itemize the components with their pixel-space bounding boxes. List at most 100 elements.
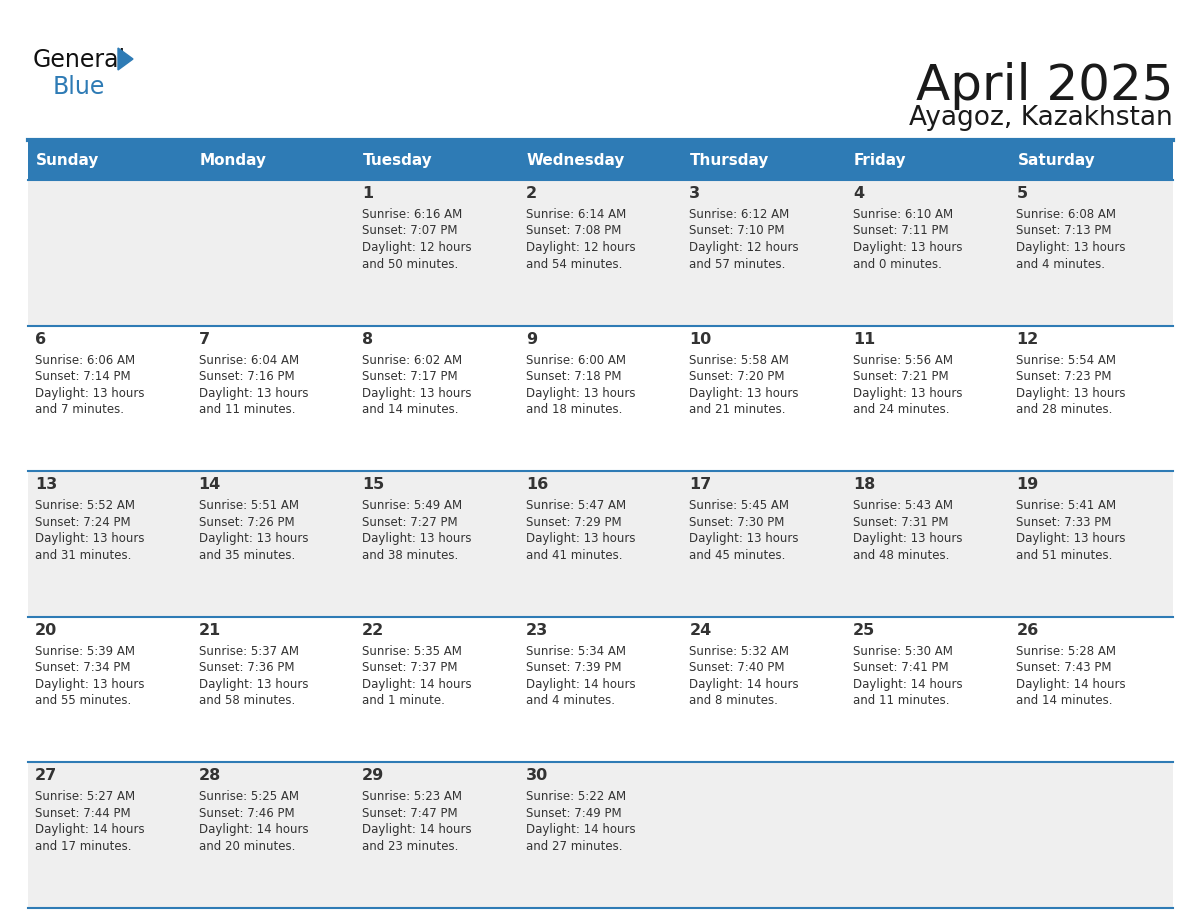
- Text: and 11 minutes.: and 11 minutes.: [198, 403, 295, 416]
- Text: 6: 6: [34, 331, 46, 347]
- Text: and 20 minutes.: and 20 minutes.: [198, 840, 295, 853]
- Text: Daylight: 13 hours: Daylight: 13 hours: [362, 386, 472, 399]
- Text: 12: 12: [1017, 331, 1038, 347]
- Text: 10: 10: [689, 331, 712, 347]
- Text: Sunset: 7:21 PM: Sunset: 7:21 PM: [853, 370, 948, 383]
- Text: Daylight: 13 hours: Daylight: 13 hours: [689, 386, 798, 399]
- Text: Sunrise: 5:56 AM: Sunrise: 5:56 AM: [853, 353, 953, 366]
- Text: Daylight: 13 hours: Daylight: 13 hours: [34, 677, 145, 691]
- Text: and 35 minutes.: and 35 minutes.: [198, 549, 295, 562]
- Text: Sunset: 7:16 PM: Sunset: 7:16 PM: [198, 370, 295, 383]
- Text: Sunrise: 5:22 AM: Sunrise: 5:22 AM: [526, 790, 626, 803]
- Text: Sunset: 7:41 PM: Sunset: 7:41 PM: [853, 661, 948, 675]
- Text: Daylight: 13 hours: Daylight: 13 hours: [853, 386, 962, 399]
- Text: Sunrise: 5:41 AM: Sunrise: 5:41 AM: [1017, 499, 1117, 512]
- Text: and 21 minutes.: and 21 minutes.: [689, 403, 785, 416]
- Text: Daylight: 13 hours: Daylight: 13 hours: [526, 532, 636, 545]
- Text: and 41 minutes.: and 41 minutes.: [526, 549, 623, 562]
- Text: Daylight: 13 hours: Daylight: 13 hours: [853, 532, 962, 545]
- Text: Sunset: 7:43 PM: Sunset: 7:43 PM: [1017, 661, 1112, 675]
- Text: and 24 minutes.: and 24 minutes.: [853, 403, 949, 416]
- Text: Sunrise: 5:35 AM: Sunrise: 5:35 AM: [362, 644, 462, 658]
- Text: 30: 30: [526, 768, 548, 783]
- Text: Daylight: 14 hours: Daylight: 14 hours: [362, 823, 472, 836]
- Text: Sunrise: 5:32 AM: Sunrise: 5:32 AM: [689, 644, 789, 658]
- Text: Sunset: 7:11 PM: Sunset: 7:11 PM: [853, 225, 948, 238]
- Text: Sunset: 7:27 PM: Sunset: 7:27 PM: [362, 516, 457, 529]
- Text: Daylight: 14 hours: Daylight: 14 hours: [362, 677, 472, 691]
- Text: 27: 27: [34, 768, 57, 783]
- Text: Daylight: 13 hours: Daylight: 13 hours: [198, 386, 308, 399]
- Text: Daylight: 12 hours: Daylight: 12 hours: [689, 241, 798, 254]
- Text: Sunrise: 5:23 AM: Sunrise: 5:23 AM: [362, 790, 462, 803]
- Text: Sunrise: 5:34 AM: Sunrise: 5:34 AM: [526, 644, 626, 658]
- Text: and 14 minutes.: and 14 minutes.: [1017, 694, 1113, 707]
- Text: Daylight: 13 hours: Daylight: 13 hours: [362, 532, 472, 545]
- Bar: [29, 142, 1173, 180]
- Text: Daylight: 14 hours: Daylight: 14 hours: [526, 677, 636, 691]
- Text: 4: 4: [853, 186, 864, 201]
- Text: and 11 minutes.: and 11 minutes.: [853, 694, 949, 707]
- Text: Saturday: Saturday: [1017, 153, 1095, 169]
- Text: Sunset: 7:23 PM: Sunset: 7:23 PM: [1017, 370, 1112, 383]
- Text: Daylight: 14 hours: Daylight: 14 hours: [34, 823, 145, 836]
- Text: Friday: Friday: [854, 153, 906, 169]
- Text: 9: 9: [526, 331, 537, 347]
- Text: 2: 2: [526, 186, 537, 201]
- Text: General: General: [33, 48, 126, 72]
- Text: Sunset: 7:39 PM: Sunset: 7:39 PM: [526, 661, 621, 675]
- Text: 22: 22: [362, 622, 385, 638]
- Text: Sunrise: 5:43 AM: Sunrise: 5:43 AM: [853, 499, 953, 512]
- Text: and 38 minutes.: and 38 minutes.: [362, 549, 459, 562]
- Text: Sunset: 7:07 PM: Sunset: 7:07 PM: [362, 225, 457, 238]
- Text: Sunset: 7:17 PM: Sunset: 7:17 PM: [362, 370, 457, 383]
- Text: Daylight: 13 hours: Daylight: 13 hours: [1017, 532, 1126, 545]
- Text: Sunrise: 6:06 AM: Sunrise: 6:06 AM: [34, 353, 135, 366]
- Text: and 23 minutes.: and 23 minutes.: [362, 840, 459, 853]
- Text: Sunset: 7:49 PM: Sunset: 7:49 PM: [526, 807, 621, 820]
- Text: 11: 11: [853, 331, 876, 347]
- Text: Daylight: 13 hours: Daylight: 13 hours: [1017, 241, 1126, 254]
- Text: 7: 7: [198, 331, 210, 347]
- Bar: [29, 617, 1173, 763]
- Text: and 1 minute.: and 1 minute.: [362, 694, 446, 707]
- Text: Sunset: 7:20 PM: Sunset: 7:20 PM: [689, 370, 785, 383]
- Text: Sunrise: 5:45 AM: Sunrise: 5:45 AM: [689, 499, 789, 512]
- Text: Thursday: Thursday: [690, 153, 770, 169]
- Text: Wednesday: Wednesday: [526, 153, 625, 169]
- Text: Sunday: Sunday: [36, 153, 100, 169]
- Text: and 8 minutes.: and 8 minutes.: [689, 694, 778, 707]
- Text: 8: 8: [362, 331, 373, 347]
- Text: 26: 26: [1017, 622, 1038, 638]
- Text: Sunset: 7:24 PM: Sunset: 7:24 PM: [34, 516, 131, 529]
- Text: Daylight: 13 hours: Daylight: 13 hours: [853, 241, 962, 254]
- Text: Sunset: 7:13 PM: Sunset: 7:13 PM: [1017, 225, 1112, 238]
- Text: and 27 minutes.: and 27 minutes.: [526, 840, 623, 853]
- Text: and 4 minutes.: and 4 minutes.: [1017, 258, 1105, 271]
- Text: Daylight: 14 hours: Daylight: 14 hours: [1017, 677, 1126, 691]
- Text: Daylight: 14 hours: Daylight: 14 hours: [853, 677, 962, 691]
- Text: and 54 minutes.: and 54 minutes.: [526, 258, 623, 271]
- Text: 18: 18: [853, 477, 876, 492]
- Text: Sunset: 7:36 PM: Sunset: 7:36 PM: [198, 661, 295, 675]
- Text: and 31 minutes.: and 31 minutes.: [34, 549, 132, 562]
- Text: and 57 minutes.: and 57 minutes.: [689, 258, 785, 271]
- Text: 16: 16: [526, 477, 548, 492]
- Text: Daylight: 13 hours: Daylight: 13 hours: [1017, 386, 1126, 399]
- Text: Sunset: 7:08 PM: Sunset: 7:08 PM: [526, 225, 621, 238]
- Text: and 14 minutes.: and 14 minutes.: [362, 403, 459, 416]
- Text: Sunrise: 6:14 AM: Sunrise: 6:14 AM: [526, 208, 626, 221]
- Text: and 0 minutes.: and 0 minutes.: [853, 258, 942, 271]
- Text: Tuesday: Tuesday: [364, 153, 432, 169]
- Text: Sunset: 7:40 PM: Sunset: 7:40 PM: [689, 661, 785, 675]
- Text: 21: 21: [198, 622, 221, 638]
- Text: Sunrise: 5:25 AM: Sunrise: 5:25 AM: [198, 790, 298, 803]
- Text: Sunrise: 5:37 AM: Sunrise: 5:37 AM: [198, 644, 298, 658]
- Text: Sunrise: 5:47 AM: Sunrise: 5:47 AM: [526, 499, 626, 512]
- Text: Sunset: 7:31 PM: Sunset: 7:31 PM: [853, 516, 948, 529]
- Text: Sunrise: 5:39 AM: Sunrise: 5:39 AM: [34, 644, 135, 658]
- Text: Daylight: 14 hours: Daylight: 14 hours: [526, 823, 636, 836]
- Bar: [29, 763, 1173, 908]
- Text: Sunrise: 5:27 AM: Sunrise: 5:27 AM: [34, 790, 135, 803]
- Text: Monday: Monday: [200, 153, 266, 169]
